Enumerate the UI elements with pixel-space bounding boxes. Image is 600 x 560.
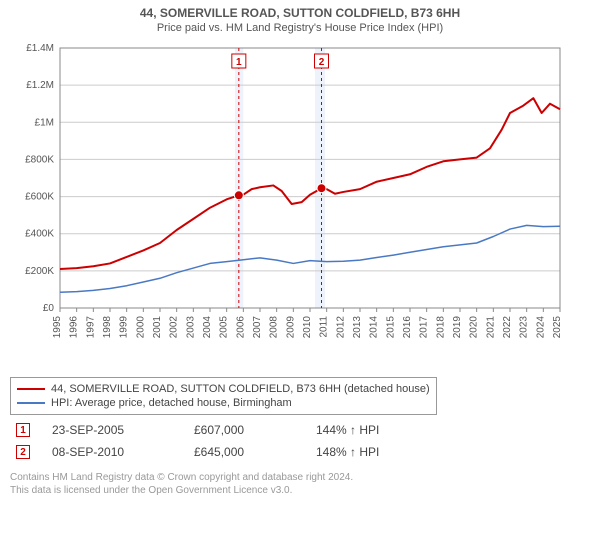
svg-text:£200K: £200K: [25, 266, 54, 277]
svg-text:2004: 2004: [202, 316, 213, 339]
svg-text:2017: 2017: [419, 316, 430, 339]
svg-text:1995: 1995: [52, 316, 63, 339]
svg-text:2016: 2016: [402, 316, 413, 339]
callout-row: 2 08-SEP-2010 £645,000 148% ↑ HPI: [10, 445, 590, 467]
legend-label: HPI: Average price, detached house, Birm…: [51, 397, 292, 409]
svg-text:2002: 2002: [169, 316, 180, 339]
svg-text:2014: 2014: [369, 316, 380, 339]
svg-text:2023: 2023: [519, 316, 530, 339]
license-line1: Contains HM Land Registry data © Crown c…: [10, 471, 590, 484]
callout-table: 1 23-SEP-2005 £607,000 144% ↑ HPI 2 08-SEP-20…: [10, 423, 590, 467]
legend-swatch: [17, 402, 45, 404]
svg-text:1998: 1998: [102, 316, 113, 339]
svg-text:2018: 2018: [435, 316, 446, 339]
svg-text:1999: 1999: [119, 316, 130, 339]
svg-text:2011: 2011: [319, 316, 330, 338]
svg-text:2005: 2005: [219, 316, 230, 339]
svg-text:£0: £0: [43, 303, 55, 314]
svg-text:2010: 2010: [302, 316, 313, 339]
svg-text:£600K: £600K: [25, 192, 54, 203]
legend-box: 44, SOMERVILLE ROAD, SUTTON COLDFIELD, B…: [10, 377, 437, 415]
svg-text:1: 1: [236, 57, 242, 68]
svg-text:£800K: £800K: [25, 154, 54, 165]
callout-pct: 148% ↑ HPI: [316, 445, 436, 459]
legend-row: 44, SOMERVILLE ROAD, SUTTON COLDFIELD, B…: [17, 382, 430, 396]
svg-text:2022: 2022: [502, 316, 513, 339]
svg-text:2019: 2019: [452, 316, 463, 339]
license-line2: This data is licensed under the Open Gov…: [10, 484, 590, 497]
license-text: Contains HM Land Registry data © Crown c…: [10, 471, 590, 497]
callout-date: 23-SEP-2005: [52, 423, 172, 437]
callout-price: £607,000: [194, 423, 294, 437]
page-subtitle: Price paid vs. HM Land Registry's House …: [10, 22, 590, 34]
svg-text:2008: 2008: [269, 316, 280, 339]
svg-text:£400K: £400K: [25, 229, 54, 240]
callout-marker: 2: [16, 445, 30, 459]
callout-date: 08-SEP-2010: [52, 445, 172, 459]
svg-text:2024: 2024: [535, 316, 546, 339]
svg-text:2003: 2003: [185, 316, 196, 339]
legend-swatch: [17, 388, 45, 390]
svg-text:2009: 2009: [285, 316, 296, 339]
callout-pct: 144% ↑ HPI: [316, 423, 436, 437]
svg-text:£1.4M: £1.4M: [26, 43, 54, 54]
svg-text:2015: 2015: [385, 316, 396, 339]
price-chart: £0 £200K £400K £600K £800K £1M £1.2M £1.4M 1995 1…: [10, 38, 590, 371]
svg-text:2: 2: [319, 57, 325, 68]
svg-text:1997: 1997: [85, 316, 96, 339]
svg-text:£1M: £1M: [35, 117, 54, 128]
svg-text:£1.2M: £1.2M: [26, 80, 54, 91]
svg-text:2007: 2007: [252, 316, 263, 339]
callout-row: 1 23-SEP-2005 £607,000 144% ↑ HPI: [10, 423, 590, 445]
svg-text:2006: 2006: [235, 316, 246, 339]
svg-text:2000: 2000: [135, 316, 146, 339]
svg-text:2020: 2020: [469, 316, 480, 339]
svg-text:2012: 2012: [335, 316, 346, 339]
svg-text:2021: 2021: [485, 316, 496, 339]
svg-text:2013: 2013: [352, 316, 363, 339]
callout-marker: 1: [16, 423, 30, 437]
svg-text:1996: 1996: [69, 316, 80, 339]
svg-text:2001: 2001: [152, 316, 163, 339]
chart-svg: £0 £200K £400K £600K £800K £1M £1.2M £1.4M 1995 1…: [10, 38, 570, 368]
svg-text:2025: 2025: [552, 316, 563, 339]
page-title: 44, SOMERVILLE ROAD, SUTTON COLDFIELD, B…: [10, 6, 590, 20]
legend-label: 44, SOMERVILLE ROAD, SUTTON COLDFIELD, B…: [51, 383, 430, 395]
legend-row: HPI: Average price, detached house, Birm…: [17, 396, 430, 410]
callout-price: £645,000: [194, 445, 294, 459]
